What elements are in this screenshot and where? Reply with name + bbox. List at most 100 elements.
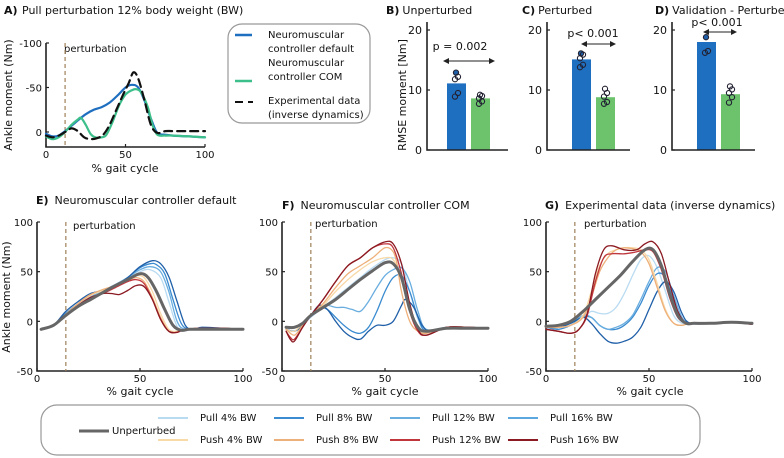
panel-a-xtick-label: 50 bbox=[119, 150, 132, 161]
panel-a-series-neuromuscular-controller-com bbox=[44, 88, 207, 141]
legend-label-pull-12-bw: Pull 12% BW bbox=[432, 413, 495, 424]
panel-g-perturbation-label: perturbation bbox=[584, 219, 647, 230]
panel-c-arrowhead-left bbox=[581, 41, 587, 47]
panel-c-data-point bbox=[600, 100, 608, 107]
panel-a-ytick-label: -50 bbox=[26, 84, 42, 95]
panel-d-ytick-label: 20 bbox=[653, 24, 667, 37]
panel-g-series-pull-16-bw bbox=[545, 280, 753, 344]
panel-c-data-point bbox=[579, 51, 587, 58]
panel-b-pvalue: p = 0.002 bbox=[433, 40, 488, 53]
panel-f-xtick-label: 0 bbox=[279, 374, 285, 385]
panel-b-heading: B) Unperturbed bbox=[386, 4, 472, 17]
panel-c-data-point bbox=[576, 55, 584, 62]
panel-f-ytick-label: 100 bbox=[259, 218, 278, 229]
legend-label-unperturbed: Unperturbed bbox=[112, 426, 176, 437]
panel-a-xtick-label: 0 bbox=[43, 150, 49, 161]
panel-a-ylabel: Ankle moment (Nm) bbox=[2, 39, 15, 150]
panel-d: D) Validation - Perturbed p< 0.001 bbox=[655, 4, 784, 29]
legend-label-push-16-bw: Push 16% BW bbox=[550, 435, 619, 446]
panel-f-series-pull-12-bw bbox=[285, 266, 489, 333]
panel-a-letter: A) bbox=[4, 4, 18, 17]
panel-c-ytick-label: 10 bbox=[528, 84, 542, 97]
legend-label-push-4-bw: Push 4% BW bbox=[200, 435, 262, 446]
panel-d-ytick-label: 0 bbox=[660, 144, 667, 157]
panel-b-data-point bbox=[454, 89, 462, 97]
panel-b-bar-default bbox=[447, 83, 466, 150]
panel-f-xtick-label: 100 bbox=[478, 374, 497, 385]
panel-c-bar-com bbox=[596, 97, 615, 150]
panel-e-series-push-4-bw bbox=[40, 274, 244, 333]
panel-b-bar-com bbox=[471, 98, 490, 150]
panel-d-bar-default bbox=[697, 42, 716, 150]
panel-c-ytick-label: 0 bbox=[535, 144, 542, 157]
legend-bottom: Unperturbed Pull 4% BW Pull 8% BW Pull 12%… bbox=[40, 404, 701, 456]
panel-d-data-point bbox=[728, 86, 736, 93]
panel-d-ytick-label: 10 bbox=[653, 84, 667, 97]
legend-label-pull-8-bw: Pull 8% BW bbox=[316, 413, 372, 424]
panel-e-ytick-label: -50 bbox=[17, 367, 33, 378]
panel-g-xtick-label: 50 bbox=[643, 374, 656, 385]
legend-label-push-8-bw: Push 8% BW bbox=[316, 435, 378, 446]
legend-label-pull-16-bw: Pull 16% BW bbox=[550, 413, 613, 424]
panel-e-ytick-label: 100 bbox=[14, 218, 33, 229]
panel-g-xlabel: % gait cycle bbox=[617, 385, 684, 398]
panel-a-ytick-label: -100 bbox=[19, 39, 42, 50]
panel-e-ytick-label: 50 bbox=[20, 268, 33, 279]
panel-f-series-pull-4-bw bbox=[285, 256, 489, 333]
panel-c-pvalue: p< 0.001 bbox=[567, 27, 618, 40]
panel-g-xtick-label: 0 bbox=[543, 374, 549, 385]
panel-g-ytick-label: 50 bbox=[529, 268, 542, 279]
legend-a-frame bbox=[227, 23, 371, 124]
panel-f-xlabel: % gait cycle bbox=[352, 385, 419, 398]
panel-e-ytick-label: 0 bbox=[27, 317, 33, 328]
panel-g-series-unperturbed bbox=[544, 246, 754, 328]
panel-c-data-point bbox=[600, 93, 608, 100]
panel-a-title: Pull perturbation 12% body weight (BW) bbox=[22, 4, 243, 17]
legend-a-label-exp-2: (inverse dynamics) bbox=[268, 110, 364, 121]
panel-c-data-point bbox=[603, 89, 611, 97]
panel-b-ytick-label: 10 bbox=[408, 84, 422, 97]
panel-c: C) Perturbed p< 0.001 bbox=[522, 4, 619, 40]
panel-a-xlabel: % gait cycle bbox=[92, 162, 159, 175]
panel-g-ytick-label: 0 bbox=[536, 317, 542, 328]
legend-a-label-com-2: controller COM bbox=[268, 72, 342, 83]
panel-f-ytick-label: -50 bbox=[262, 367, 278, 378]
panel-f-heading: F) Neuromuscular controller COM bbox=[282, 199, 470, 212]
panel-b-ytick-label: 20 bbox=[408, 24, 422, 37]
panel-e-series-pull-4-bw bbox=[40, 268, 244, 331]
panel-c-ytick-label: 20 bbox=[528, 24, 542, 37]
panel-f-ytick-label: 0 bbox=[272, 317, 278, 328]
panel-d-data-point bbox=[702, 34, 710, 41]
panel-b-ytick-label: 0 bbox=[415, 144, 422, 157]
panel-e-xtick-label: 100 bbox=[233, 374, 252, 385]
panel-a-perturbation-label: perturbation bbox=[64, 44, 127, 55]
panel-g-ytick-label: 100 bbox=[523, 218, 542, 229]
panel-f-series-pull-16-bw bbox=[285, 298, 489, 341]
panel-a-xtick-label: 100 bbox=[195, 150, 214, 161]
panel-f-series-push-4-bw bbox=[285, 256, 489, 335]
panel-e-xtick-label: 50 bbox=[134, 374, 147, 385]
legend-a-label-default-2: controller default bbox=[268, 44, 354, 55]
panel-e-xlabel: % gait cycle bbox=[107, 385, 174, 398]
panel-f-series-unperturbed bbox=[284, 260, 490, 333]
panel-b-ylabel: RMSE moment [Nm] bbox=[396, 39, 409, 151]
panel-e-series-unperturbed bbox=[39, 272, 245, 332]
legend-label-push-12-bw: Push 12% BW bbox=[432, 435, 501, 446]
panel-b-arrowhead-left bbox=[443, 58, 449, 64]
panel-a-ytick-label: 0 bbox=[36, 128, 42, 139]
panel-f-xtick-label: 50 bbox=[379, 374, 392, 385]
panel-d-data-point bbox=[725, 89, 733, 97]
panel-f-perturbation-label: perturbation bbox=[315, 219, 378, 230]
panel-f-series-push-16-bw bbox=[285, 240, 489, 343]
legend-a-label-com-1: Neuromuscular bbox=[268, 58, 345, 69]
legend-a-label-default-1: Neuromuscular bbox=[268, 30, 345, 41]
panel-d-data-point bbox=[728, 94, 736, 101]
panel-b-data-point bbox=[475, 100, 483, 107]
panel-f: F) Neuromuscular controller COM % gait cy… bbox=[282, 199, 470, 398]
panel-c-bar-default bbox=[572, 59, 591, 150]
panel-d-arrowhead-left bbox=[703, 29, 709, 35]
legend-label-pull-4-bw: Pull 4% BW bbox=[200, 413, 256, 424]
legend-panel-a: Neuromuscular controller default Neuromu… bbox=[227, 23, 371, 124]
panel-d-heading: D) Validation - Perturbed bbox=[655, 4, 784, 17]
legend-a-label-exp-1: Experimental data bbox=[268, 96, 360, 107]
